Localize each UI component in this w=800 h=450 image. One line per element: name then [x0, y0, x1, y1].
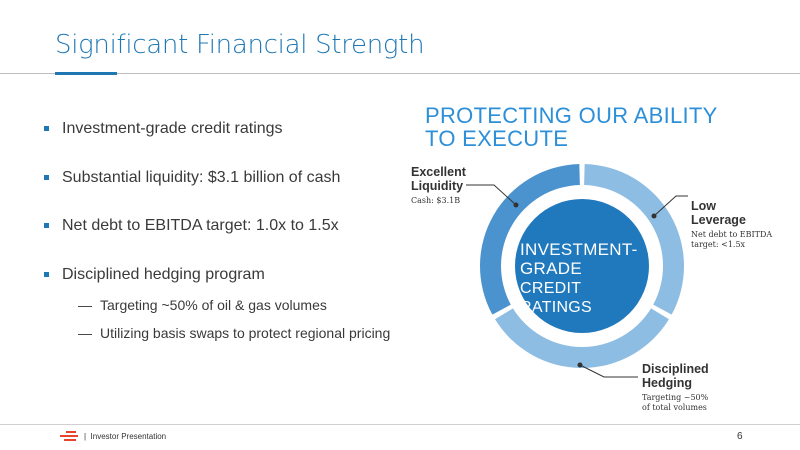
liquidity-label-line: Liquidity [411, 179, 464, 193]
liquidity-label-line: Excellent [411, 165, 466, 179]
title-divider [0, 73, 800, 74]
leverage-label-line: Leverage [691, 213, 746, 227]
bullet-text: Net debt to EBITDA target: 1.0x to 1.5x [62, 217, 339, 234]
diagram-title-line: TO EXECUTE [425, 126, 569, 151]
title-accent-bar [55, 72, 117, 75]
slide-title: Significant Financial Strength [55, 30, 425, 60]
hedging-detail-line: of total volumes [642, 403, 707, 412]
leverage-ring-segment [584, 164, 685, 315]
leverage-callout-dot [651, 213, 657, 219]
page-number: 6 [737, 431, 743, 442]
center-label-line: CREDIT RATINGS [520, 280, 593, 316]
hedging-callout-dot [577, 362, 583, 368]
hedging-callout-line [579, 364, 638, 378]
center-label-line: INVESTMENT- [520, 240, 638, 259]
bullet-marker [44, 223, 49, 228]
footer-separator: | [84, 432, 87, 441]
sub-bullet-item: — Utilizing basis swaps to protect region… [78, 325, 390, 341]
bullet-marker [44, 126, 49, 131]
hedging-label: Disciplined Hedging [642, 362, 709, 390]
bullet-marker [44, 272, 49, 277]
liquidity-detail: Cash: $3.1B [411, 196, 461, 205]
diagram-title: PROTECTING OUR ABILITY TO EXECUTE [425, 104, 725, 150]
callout-lines [466, 184, 688, 378]
center-label: INVESTMENT- GRADE CREDIT RATINGS [520, 240, 650, 317]
leverage-detail: Net debt to EBITDA target: <1.5x [691, 230, 772, 250]
leverage-detail-line: Net debt to EBITDA [691, 230, 773, 239]
company-logo [58, 430, 78, 442]
center-label-line: GRADE [520, 259, 582, 278]
ring-segments [480, 164, 685, 368]
leverage-callout-line [653, 195, 688, 217]
liquidity-label: Excellent Liquidity [411, 165, 466, 193]
bullet-text: Investment-grade credit ratings [62, 120, 283, 137]
sub-bullet-item: — Targeting ~50% of oil & gas volumes [78, 297, 327, 313]
bullet-text: Disciplined hedging program [62, 266, 265, 283]
sub-bullet-marker: — [78, 297, 92, 313]
liquidity-callout-line [466, 184, 517, 206]
footer-divider [0, 424, 800, 425]
sub-bullet-marker: — [78, 325, 92, 341]
liquidity-callout-dot [513, 202, 519, 208]
center-circle [515, 199, 649, 333]
hedging-ring-segment [495, 308, 669, 368]
footer-presentation-name: Investor Presentation [90, 432, 167, 441]
leverage-detail-line: target: <1.5x [691, 240, 746, 249]
hedging-detail: Targeting ~50% of total volumes [642, 393, 708, 413]
liquidity-ring-segment [480, 164, 580, 315]
footer-label: | Investor Presentation [84, 432, 166, 441]
sub-bullet-text: Utilizing basis swaps to protect regiona… [100, 325, 391, 341]
hedging-detail-line: Targeting ~50% [642, 393, 709, 402]
diagram-title-line: PROTECTING OUR ABILITY [425, 103, 718, 128]
leverage-label-line: Low [691, 199, 716, 213]
hedging-label-line: Hedging [642, 376, 692, 390]
bullet-text: Substantial liquidity: $3.1 billion of c… [62, 169, 341, 186]
leverage-label: Low Leverage [691, 199, 746, 227]
hedging-label-line: Disciplined [642, 362, 709, 376]
sub-bullet-text: Targeting ~50% of oil & gas volumes [100, 297, 327, 313]
bullet-marker [44, 175, 49, 180]
